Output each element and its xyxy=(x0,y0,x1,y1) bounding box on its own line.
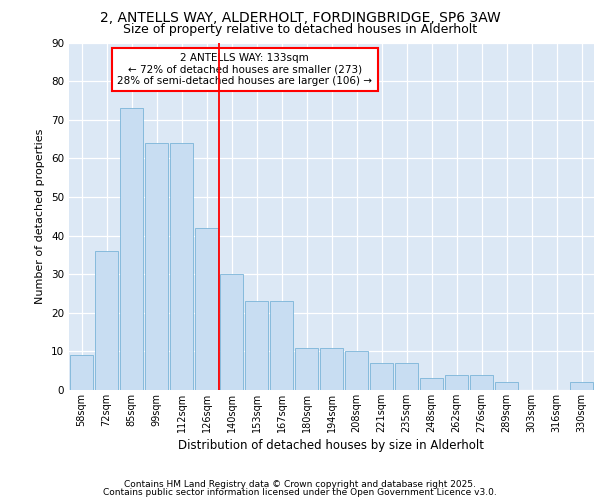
Bar xyxy=(495,382,518,390)
Bar xyxy=(220,274,243,390)
Bar xyxy=(395,363,418,390)
Bar xyxy=(470,374,493,390)
Bar xyxy=(245,301,268,390)
Bar xyxy=(170,143,193,390)
Y-axis label: Number of detached properties: Number of detached properties xyxy=(35,128,46,304)
Bar xyxy=(320,348,343,390)
Bar xyxy=(95,251,118,390)
Bar xyxy=(345,352,368,390)
Bar xyxy=(420,378,443,390)
Bar xyxy=(270,301,293,390)
Bar xyxy=(295,348,318,390)
Text: Size of property relative to detached houses in Alderholt: Size of property relative to detached ho… xyxy=(123,22,477,36)
Bar xyxy=(120,108,143,390)
Text: Contains HM Land Registry data © Crown copyright and database right 2025.: Contains HM Land Registry data © Crown c… xyxy=(124,480,476,489)
Bar xyxy=(145,143,168,390)
Bar xyxy=(445,374,468,390)
X-axis label: Distribution of detached houses by size in Alderholt: Distribution of detached houses by size … xyxy=(179,439,485,452)
Bar xyxy=(570,382,593,390)
Text: Contains public sector information licensed under the Open Government Licence v3: Contains public sector information licen… xyxy=(103,488,497,497)
Bar xyxy=(370,363,393,390)
Bar xyxy=(70,355,93,390)
Bar xyxy=(195,228,218,390)
Text: 2, ANTELLS WAY, ALDERHOLT, FORDINGBRIDGE, SP6 3AW: 2, ANTELLS WAY, ALDERHOLT, FORDINGBRIDGE… xyxy=(100,11,500,25)
Text: 2 ANTELLS WAY: 133sqm
← 72% of detached houses are smaller (273)
28% of semi-det: 2 ANTELLS WAY: 133sqm ← 72% of detached … xyxy=(118,53,373,86)
